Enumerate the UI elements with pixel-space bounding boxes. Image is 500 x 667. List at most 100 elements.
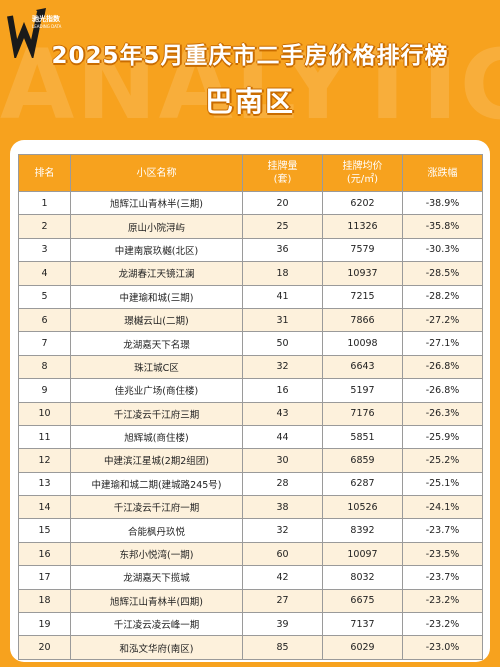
cell-rank: 17 — [18, 565, 71, 590]
table-row: 20 和泓文华府(南区) 85 6029 -23.0% — [18, 635, 483, 660]
cell-rank: 7 — [18, 331, 71, 356]
cell-avg-price: 6643 — [322, 354, 403, 380]
cell-rank: 16 — [18, 541, 71, 567]
cell-avg-price: 10098 — [322, 331, 403, 356]
cell-listing-count: 32 — [242, 518, 323, 543]
table-row: 2 原山小院浔屿 25 11326 -35.8% — [18, 214, 483, 239]
table-row: 3 中建南宸玖樾(北区) 36 7579 -30.3% — [18, 237, 483, 263]
cell-community-name: 东邦小悦湾(一期) — [70, 541, 243, 567]
cell-avg-price: 8392 — [322, 518, 403, 543]
table-row: 4 龙湖春江天镜江澜 18 10937 -28.5% — [18, 261, 483, 286]
background-watermark: ANALYTICS — [0, 30, 500, 140]
cell-listing-count: 32 — [242, 354, 323, 380]
header-avg-price: 挂牌均价 (元/㎡) — [322, 154, 403, 192]
cell-listing-count: 16 — [242, 378, 323, 403]
cell-rank: 15 — [18, 518, 71, 543]
cell-rank: 18 — [18, 588, 71, 614]
cell-rank: 20 — [18, 635, 71, 660]
table-row: 1 旭辉江山青林半(三期) 20 6202 -38.9% — [18, 190, 483, 216]
cell-community-name: 珠江城C区 — [70, 354, 243, 380]
cell-rank: 6 — [18, 307, 71, 333]
cell-listing-count: 31 — [242, 307, 323, 333]
cell-listing-count: 25 — [242, 214, 323, 239]
logo-text: 驰光指数 — [32, 15, 60, 23]
table-row: 7 龙湖嘉天下名璟 50 10098 -27.1% — [18, 331, 483, 356]
cell-change: -26.3% — [402, 401, 483, 426]
cell-community-name: 中建滨江星城(2期2组团) — [70, 448, 243, 473]
cell-change: -25.2% — [402, 448, 483, 473]
cell-listing-count: 18 — [242, 261, 323, 286]
table-body: 1 旭辉江山青林半(三期) 20 6202 -38.9% 2 原山小院浔屿 25 11326 -3… — [18, 190, 483, 660]
cell-community-name: 中建瑜和城(三期) — [70, 284, 243, 309]
table-row: 18 旭辉江山青林半(四期) 27 6675 -23.2% — [18, 588, 483, 614]
cell-listing-count: 30 — [242, 448, 323, 473]
cell-change: -23.2% — [402, 588, 483, 614]
table-row: 15 合能枫丹玖悦 32 8392 -23.7% — [18, 518, 483, 543]
cell-change: -30.3% — [402, 237, 483, 263]
cell-listing-count: 28 — [242, 471, 323, 497]
ranking-table: 排名 小区名称 挂牌量 (套) 挂牌均价 (元/㎡) 涨跌幅 1 旭辉江山青林半(三期… — [18, 154, 483, 660]
cell-change: -25.1% — [402, 471, 483, 497]
cell-community-name: 千江凌云凌云峰一期 — [70, 612, 243, 637]
cell-community-name: 合能枫丹玖悦 — [70, 518, 243, 543]
cell-change: -23.7% — [402, 565, 483, 590]
cell-rank: 10 — [18, 401, 71, 426]
cell-community-name: 千江凌云千江府一期 — [70, 495, 243, 520]
cell-community-name: 璟樾云山(二期) — [70, 307, 243, 333]
cell-change: -28.2% — [402, 284, 483, 309]
cell-rank: 11 — [18, 424, 71, 450]
cell-avg-price: 6202 — [322, 190, 403, 216]
cell-rank: 9 — [18, 378, 71, 403]
table-row: 14 千江凌云千江府一期 38 10526 -24.1% — [18, 495, 483, 520]
cell-avg-price: 5851 — [322, 424, 403, 450]
table-row: 10 千江凌云千江府三期 43 7176 -26.3% — [18, 401, 483, 426]
table-row: 8 珠江城C区 32 6643 -26.8% — [18, 354, 483, 380]
cell-avg-price: 6029 — [322, 635, 403, 660]
table-row: 19 千江凌云凌云峰一期 39 7137 -23.2% — [18, 612, 483, 637]
cell-change: -23.0% — [402, 635, 483, 660]
cell-change: -28.5% — [402, 261, 483, 286]
cell-change: -26.8% — [402, 378, 483, 403]
cell-listing-count: 85 — [242, 635, 323, 660]
table-row: 16 东邦小悦湾(一期) 60 10097 -23.5% — [18, 541, 483, 567]
cell-listing-count: 20 — [242, 190, 323, 216]
cell-change: -25.9% — [402, 424, 483, 450]
cell-rank: 3 — [18, 237, 71, 263]
cell-change: -23.7% — [402, 518, 483, 543]
cell-avg-price: 7137 — [322, 612, 403, 637]
cell-avg-price: 7215 — [322, 284, 403, 309]
cell-listing-count: 39 — [242, 612, 323, 637]
cell-avg-price: 10097 — [322, 541, 403, 567]
cell-rank: 1 — [18, 190, 71, 216]
cell-listing-count: 41 — [242, 284, 323, 309]
cell-listing-count: 60 — [242, 541, 323, 567]
cell-avg-price: 6287 — [322, 471, 403, 497]
cell-change: -35.8% — [402, 214, 483, 239]
table-row: 9 佳兆业广场(商住楼) 16 5197 -26.8% — [18, 378, 483, 403]
cell-rank: 8 — [18, 354, 71, 380]
page-subtitle: 巴南区 — [204, 85, 295, 118]
cell-community-name: 旭辉江山青林半(三期) — [70, 190, 243, 216]
cell-community-name: 佳兆业广场(商住楼) — [70, 378, 243, 403]
table-row: 12 中建滨江星城(2期2组团) 30 6859 -25.2% — [18, 448, 483, 473]
header-rank: 排名 — [18, 154, 71, 192]
page-title: 2025年5月重庆市二手房价格排行榜 — [51, 43, 449, 69]
cell-rank: 13 — [18, 471, 71, 497]
cell-avg-price: 7579 — [322, 237, 403, 263]
cell-avg-price: 8032 — [322, 565, 403, 590]
cell-community-name: 原山小院浔屿 — [70, 214, 243, 239]
ranking-card: 排名 小区名称 挂牌量 (套) 挂牌均价 (元/㎡) 涨跌幅 1 旭辉江山青林半(三期… — [10, 140, 490, 662]
cell-community-name: 龙湖嘉天下揽城 — [70, 565, 243, 590]
cell-change: -23.2% — [402, 612, 483, 637]
cell-listing-count: 44 — [242, 424, 323, 450]
cell-rank: 14 — [18, 495, 71, 520]
cell-rank: 4 — [18, 261, 71, 286]
cell-rank: 5 — [18, 284, 71, 309]
cell-community-name: 龙湖嘉天下名璟 — [70, 331, 243, 356]
table-row: 5 中建瑜和城(三期) 41 7215 -28.2% — [18, 284, 483, 309]
cell-change: -23.5% — [402, 541, 483, 567]
cell-avg-price: 10937 — [322, 261, 403, 286]
table-row: 17 龙湖嘉天下揽城 42 8032 -23.7% — [18, 565, 483, 590]
cell-avg-price: 11326 — [322, 214, 403, 239]
table-row: 13 中建瑜和城二期(建城路245号) 28 6287 -25.1% — [18, 471, 483, 497]
